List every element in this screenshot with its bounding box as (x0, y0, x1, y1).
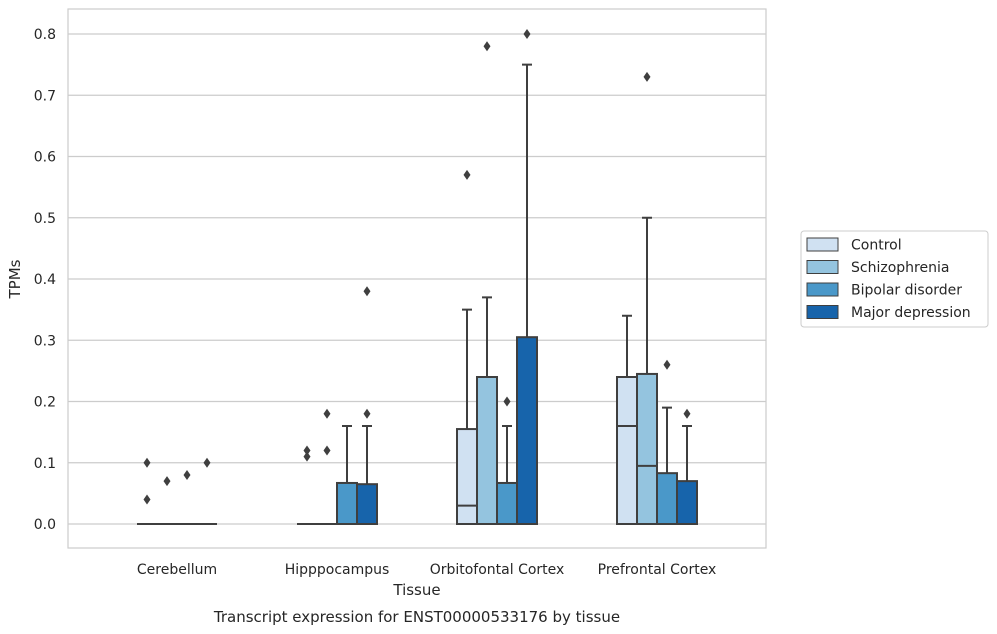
box (336, 481, 358, 525)
x-tick-label: Prefrontal Cortex (598, 562, 717, 578)
series-schizophrenia (157, 41, 658, 525)
outlier-marker (363, 286, 371, 297)
series-bipolar-disorder (177, 359, 678, 526)
box-series (137, 29, 698, 526)
box (356, 483, 378, 525)
outlier-marker (323, 445, 331, 456)
box (656, 472, 678, 526)
series-major-depression (197, 29, 698, 525)
y-tick-label: 0.5 (34, 211, 56, 227)
legend-swatch (806, 260, 839, 274)
y-tick-label: 0.3 (34, 333, 56, 349)
box (676, 480, 698, 525)
legend: Control Schizophrenia Bipolar disorder Majo… (800, 230, 989, 328)
outlier-marker (683, 408, 691, 419)
legend-swatch (806, 237, 839, 252)
outlier-marker (503, 396, 511, 407)
y-tick-label: 0.8 (34, 27, 56, 43)
y-tick-label: 0.0 (34, 517, 56, 533)
box (516, 336, 538, 525)
outlier-marker (323, 408, 331, 419)
legend-swatch (806, 305, 839, 319)
legend-entry-label: Schizophrenia (851, 260, 949, 276)
x-tick-label: Cerebellum (137, 562, 217, 578)
x-tick-label: Orbitofontal Cortex (430, 562, 565, 578)
y-tick-label: 0.7 (34, 88, 56, 104)
y-axis-ticks: 0.0 0.1 0.2 0.3 0.4 0.5 0.6 0.7 0.8 (34, 27, 56, 533)
outlier-marker (203, 457, 211, 468)
gridlines (68, 33, 766, 525)
legend-entry-label: Control (851, 238, 902, 254)
series-control (137, 169, 638, 525)
plot-area-frame (67, 8, 767, 549)
legend-frame (800, 230, 989, 328)
outlier-marker (643, 71, 651, 82)
y-tick-label: 0.6 (34, 150, 56, 166)
outlier-marker (143, 457, 151, 468)
y-axis-label: TPMs (6, 259, 24, 299)
chart-caption: Transcript expression for ENST0000053317… (213, 608, 620, 626)
outlier-marker (303, 451, 311, 462)
box (616, 376, 638, 525)
y-tick-label: 0.2 (34, 395, 56, 411)
outlier-marker (303, 445, 311, 456)
y-tick-label: 0.4 (34, 272, 56, 288)
x-axis-label: Tissue (392, 581, 440, 599)
box (636, 372, 658, 525)
outlier-marker (143, 494, 151, 505)
outlier-marker (463, 169, 471, 180)
outlier-marker (483, 41, 491, 52)
outlier-marker (523, 29, 531, 39)
outlier-marker (663, 359, 671, 370)
y-tick-label: 0.1 (34, 456, 56, 472)
legend-entry-label: Major depression (851, 305, 971, 321)
legend-swatch (806, 282, 839, 297)
box (456, 428, 478, 525)
box (496, 481, 518, 525)
x-tick-label: Hipppocampus (285, 562, 390, 578)
x-axis-ticks: Cerebellum Hipppocampus Orbitofontal Corte… (137, 562, 716, 578)
outlier-marker (183, 470, 191, 480)
legend-entry-label: Bipolar disorder (851, 283, 962, 299)
outlier-marker (363, 408, 371, 419)
outlier-marker (163, 476, 171, 487)
box (476, 376, 498, 525)
